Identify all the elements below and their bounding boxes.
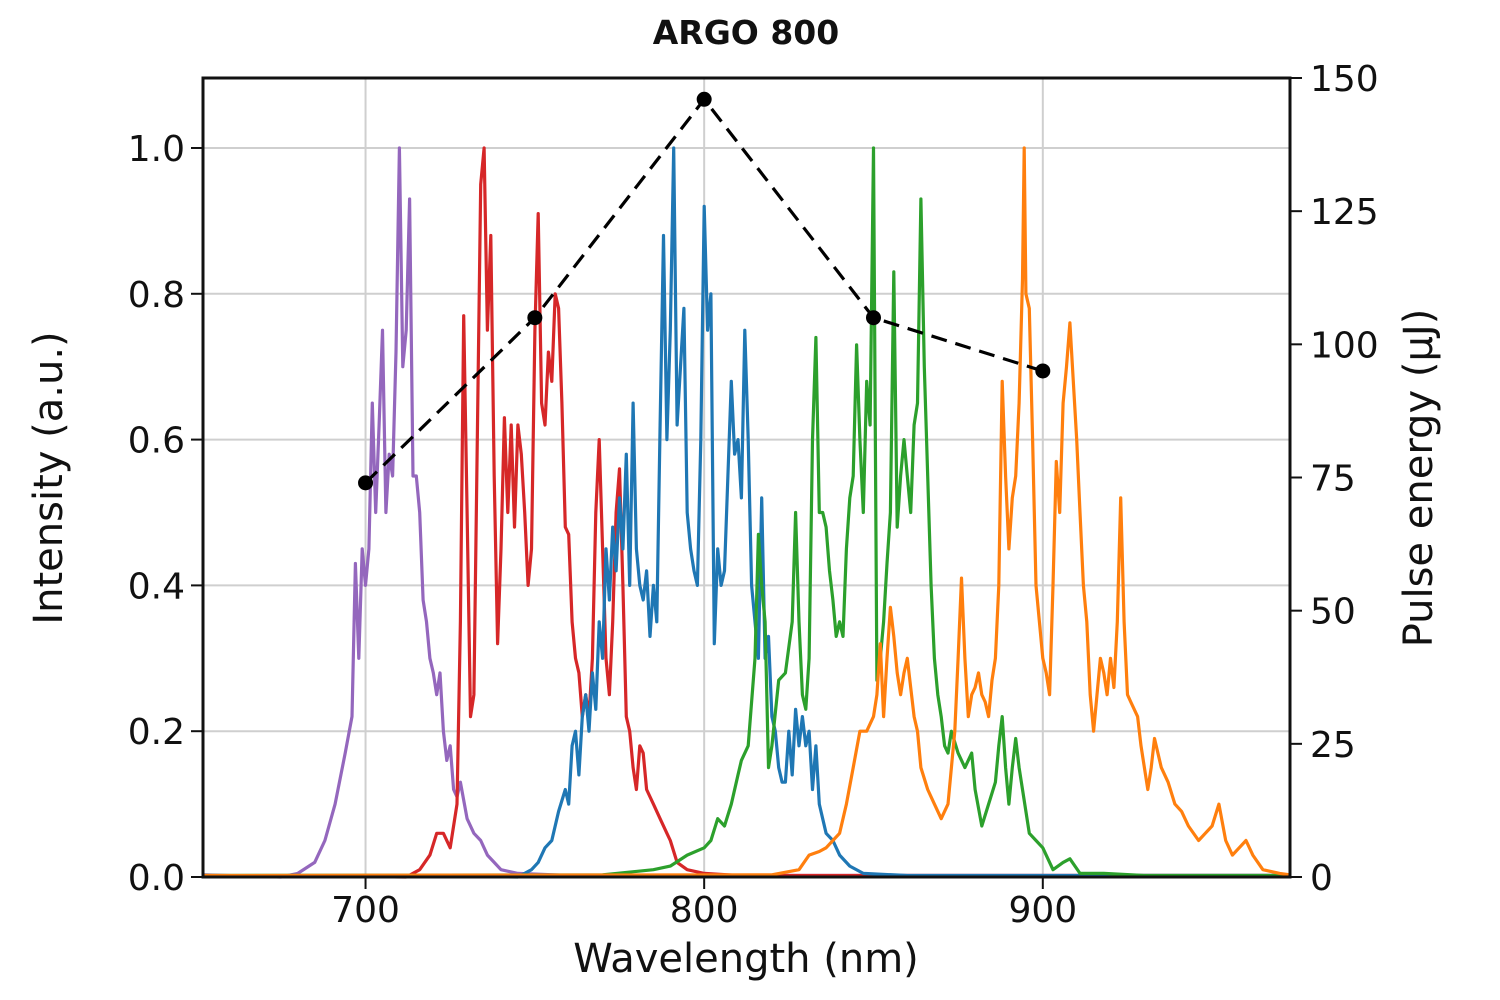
y2-tick-label: 150 <box>1310 59 1379 100</box>
y2-tick-label: 100 <box>1310 325 1379 366</box>
pulse-energy-marker <box>358 475 374 491</box>
series-layer <box>202 91 1291 879</box>
y-axis-label: Intensity (a.u.) <box>26 331 72 624</box>
pulse-energy-marker <box>865 310 881 326</box>
series-line-900-nm-spectrum <box>202 146 1291 878</box>
x-axis-label: Wavelength (nm) <box>573 936 919 982</box>
x-tick-label: 700 <box>331 890 400 931</box>
y2-tick-label: 0 <box>1310 858 1333 899</box>
y2-axis-label: Pulse energy (μJ) <box>1396 309 1442 648</box>
y-tick-label: 0.8 <box>128 275 185 316</box>
y-tick-label: 0.4 <box>128 566 185 607</box>
y-tick-label: 1.0 <box>128 129 185 170</box>
y-tick-label: 0.2 <box>128 712 185 753</box>
y2-tick-label: 75 <box>1310 459 1356 500</box>
series-line-700-nm-spectrum <box>202 146 1290 879</box>
series-line-750-nm-spectrum <box>202 146 1290 879</box>
pulse-energy-marker <box>1035 363 1051 379</box>
y-tick-label: 0.6 <box>128 421 185 462</box>
grid <box>203 78 1290 877</box>
x-tick-label: 900 <box>1008 890 1077 931</box>
series-line-800-nm-spectrum <box>202 146 1290 879</box>
pulse-energy-marker <box>527 310 543 326</box>
chart-title: ARGO 800 <box>653 13 839 52</box>
ticks: 700 800 900 0.0 0.2 0.4 0.6 0.8 1.0 0 25 50 75 100 125… <box>128 59 1379 931</box>
y2-tick-label: 125 <box>1310 192 1379 233</box>
y2-tick-label: 50 <box>1310 592 1356 633</box>
pulse-energy-marker <box>696 91 712 107</box>
x-tick-label: 800 <box>670 890 739 931</box>
y-tick-label: 0.0 <box>128 858 185 899</box>
y2-tick-label: 25 <box>1310 725 1356 766</box>
